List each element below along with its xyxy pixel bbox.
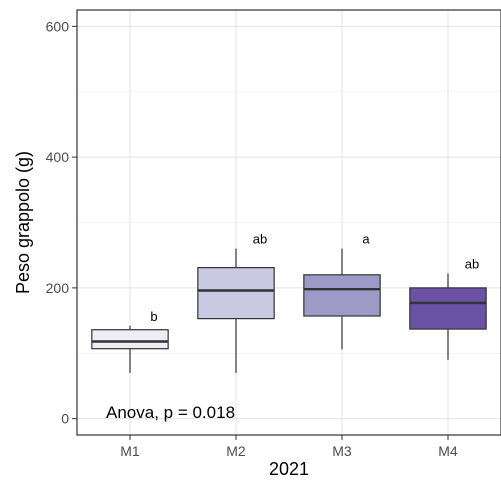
iqr-box — [91, 329, 169, 350]
iqr-box — [409, 287, 487, 330]
boxes: b ab a ab — [91, 232, 487, 373]
x-axis-title: 2021 — [269, 459, 309, 479]
y-tick-label: 0 — [61, 411, 69, 427]
significance-letter: ab — [465, 257, 479, 272]
x-tick-label: M3 — [332, 443, 352, 459]
significance-letter: b — [150, 309, 157, 324]
axes: 0 200 400 600 M1 M2 M3 M4 — [46, 18, 458, 459]
significance-letter: a — [362, 232, 370, 247]
y-tick-label: 600 — [46, 18, 70, 34]
box-m3: a — [303, 232, 381, 350]
iqr-box — [197, 267, 275, 320]
x-tick-label: M1 — [120, 443, 140, 459]
plot-panel-border — [76, 9, 501, 436]
y-axis-title: Peso grappolo (g) — [13, 151, 33, 294]
box-m2: ab — [197, 232, 275, 373]
grid-lines — [77, 10, 501, 435]
significance-letter: ab — [253, 232, 267, 247]
box-m4: ab — [409, 257, 487, 360]
box-m1: b — [91, 309, 169, 373]
iqr-box — [303, 274, 381, 317]
x-tick-label: M2 — [226, 443, 246, 459]
anova-annotation: Anova, p = 0.018 — [106, 403, 235, 422]
y-tick-label: 200 — [46, 280, 70, 296]
x-tick-label: M4 — [438, 443, 458, 459]
y-tick-label: 400 — [46, 149, 70, 165]
